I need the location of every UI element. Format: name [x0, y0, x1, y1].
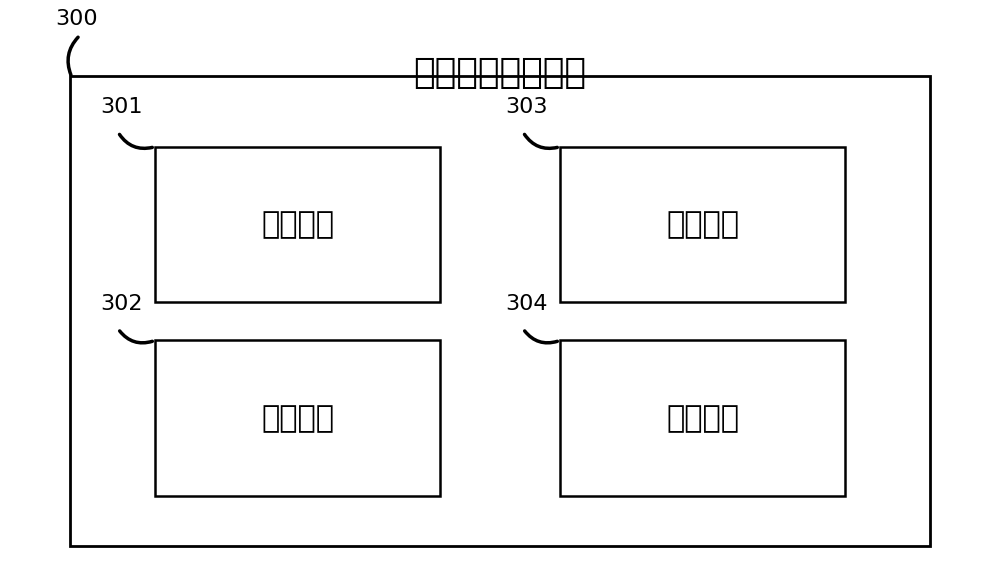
Text: 303: 303: [505, 97, 548, 117]
Bar: [560, 340, 845, 496]
Text: 学习模块: 学习模块: [261, 404, 334, 433]
Text: 301: 301: [100, 97, 143, 117]
Bar: [560, 147, 845, 302]
Bar: [70, 76, 930, 546]
Text: 时序图谱构建装置: 时序图谱构建装置: [414, 56, 586, 90]
Text: 检测模块: 检测模块: [666, 404, 739, 433]
Bar: [155, 147, 440, 302]
Text: 302: 302: [100, 294, 143, 314]
Text: 获取模块: 获取模块: [261, 210, 334, 239]
Text: 聚类模块: 聚类模块: [666, 210, 739, 239]
Text: 304: 304: [505, 294, 548, 314]
Text: 300: 300: [55, 9, 98, 29]
Bar: [155, 340, 440, 496]
